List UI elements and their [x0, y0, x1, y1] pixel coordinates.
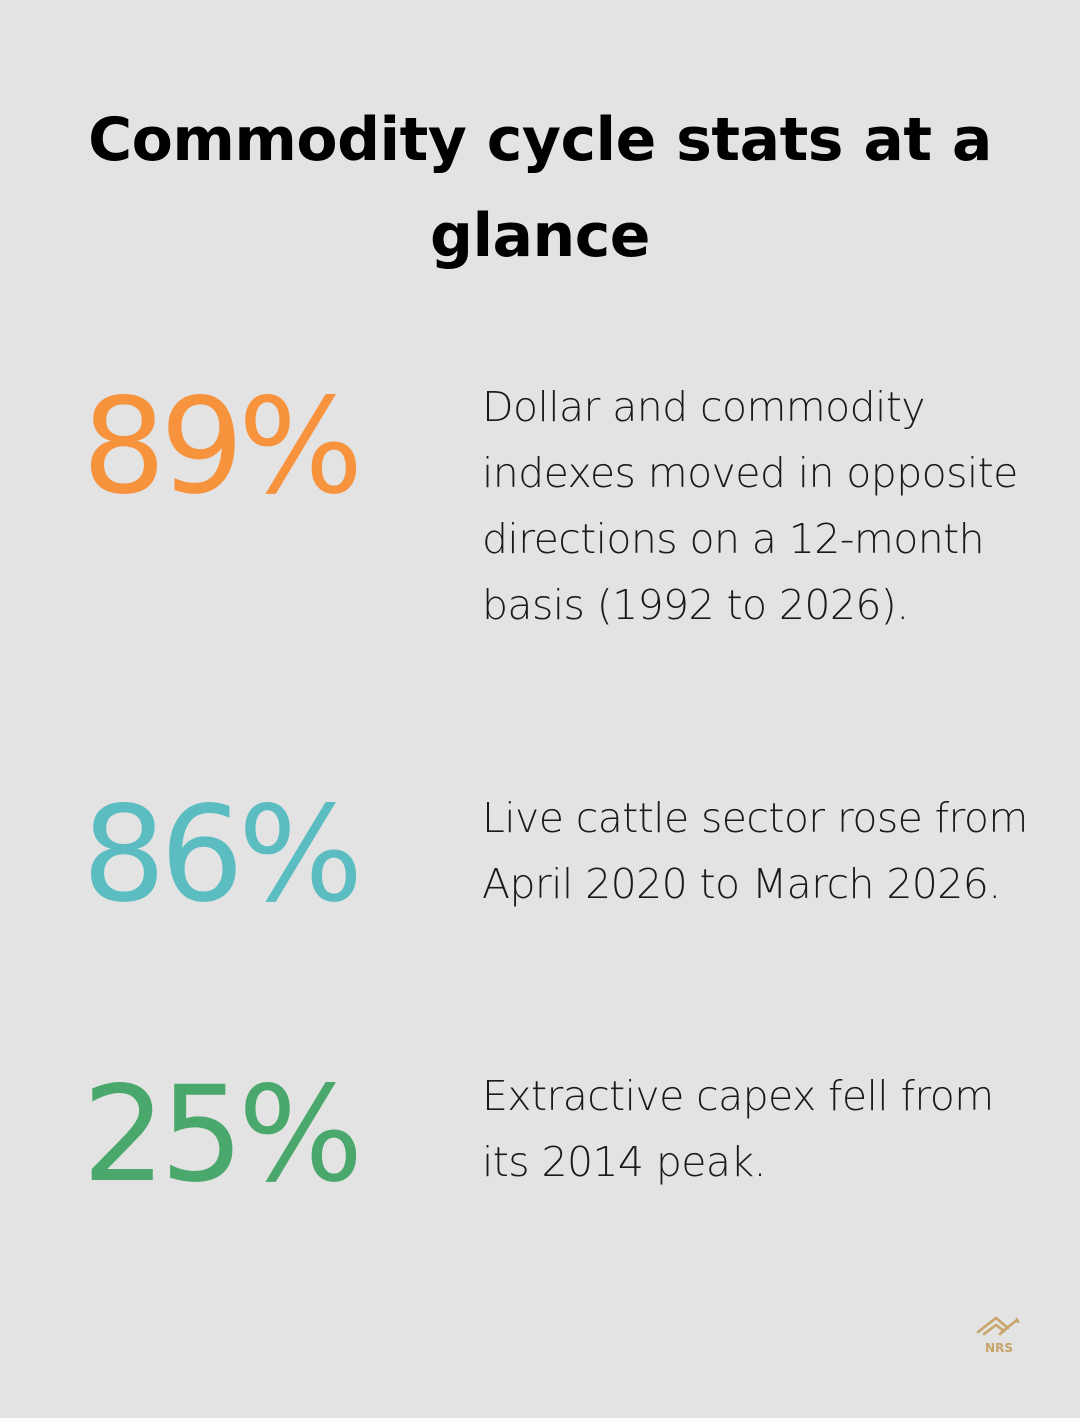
logo-text: NRS	[985, 1341, 1013, 1355]
stat-description: Dollar and commodity indexes moved in op…	[482, 383, 1018, 629]
nrs-logo: NRS	[974, 1314, 1024, 1356]
page-title: Commodity cycle stats at a glance	[88, 105, 992, 271]
stat-value: 25%	[82, 1058, 363, 1212]
stat-description: Extractive capex fell from its 2014 peak…	[482, 1072, 994, 1186]
stat-value: 89%	[82, 370, 363, 524]
stat-value: 86%	[82, 778, 363, 932]
house-chart-logo-icon: NRS	[976, 1316, 1020, 1355]
stat-description: Live cattle sector rose from April 2020 …	[482, 794, 1028, 908]
